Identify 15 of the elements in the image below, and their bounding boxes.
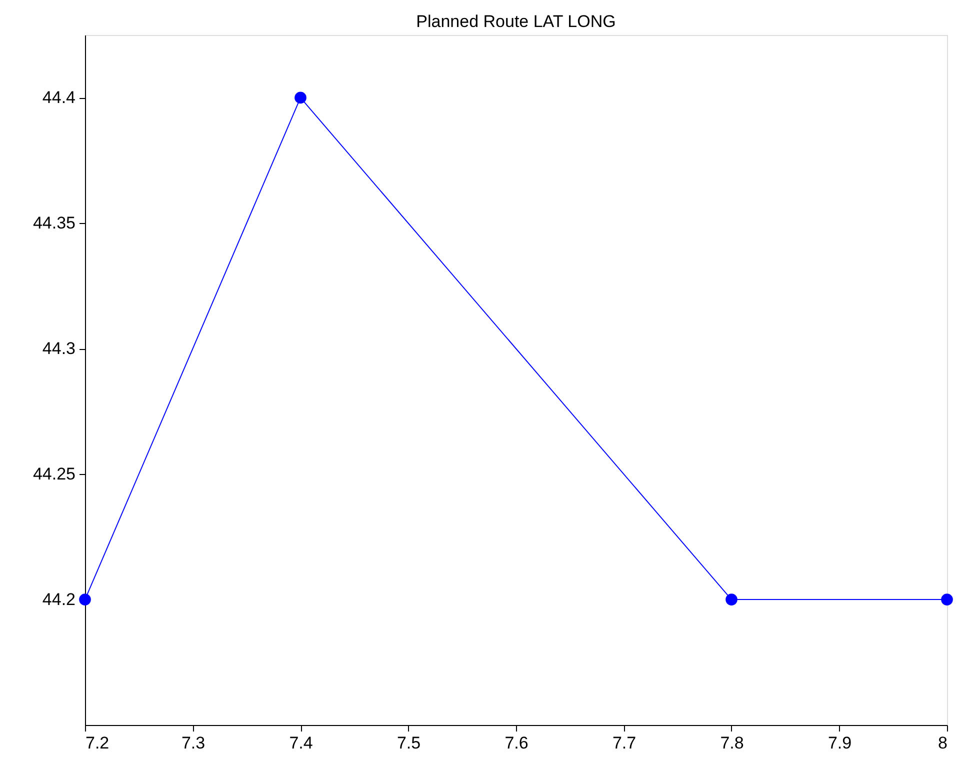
x-tick-label: 7.5 [396, 734, 421, 752]
x-tick-label: 8 [938, 734, 948, 752]
x-tick-label: 7.7 [612, 734, 636, 752]
y-tick-label: 44.3 [42, 339, 76, 358]
y-tick-label: 44.25 [32, 464, 76, 484]
x-tick-label: 7.6 [504, 734, 528, 752]
y-tick-label: 44.2 [42, 590, 76, 610]
x-tick-label: 7.9 [828, 734, 852, 752]
chart-title: Planned Route LAT LONG [416, 12, 616, 31]
x-tick-label: 7.8 [720, 734, 744, 752]
x-tick-label: 7.3 [181, 734, 206, 752]
y-tick-label: 44.4 [42, 88, 76, 108]
x-tick-label: 7.4 [289, 734, 313, 752]
y-tick-label: 44.35 [32, 214, 76, 233]
x-tick-label: 7.2 [86, 734, 110, 752]
